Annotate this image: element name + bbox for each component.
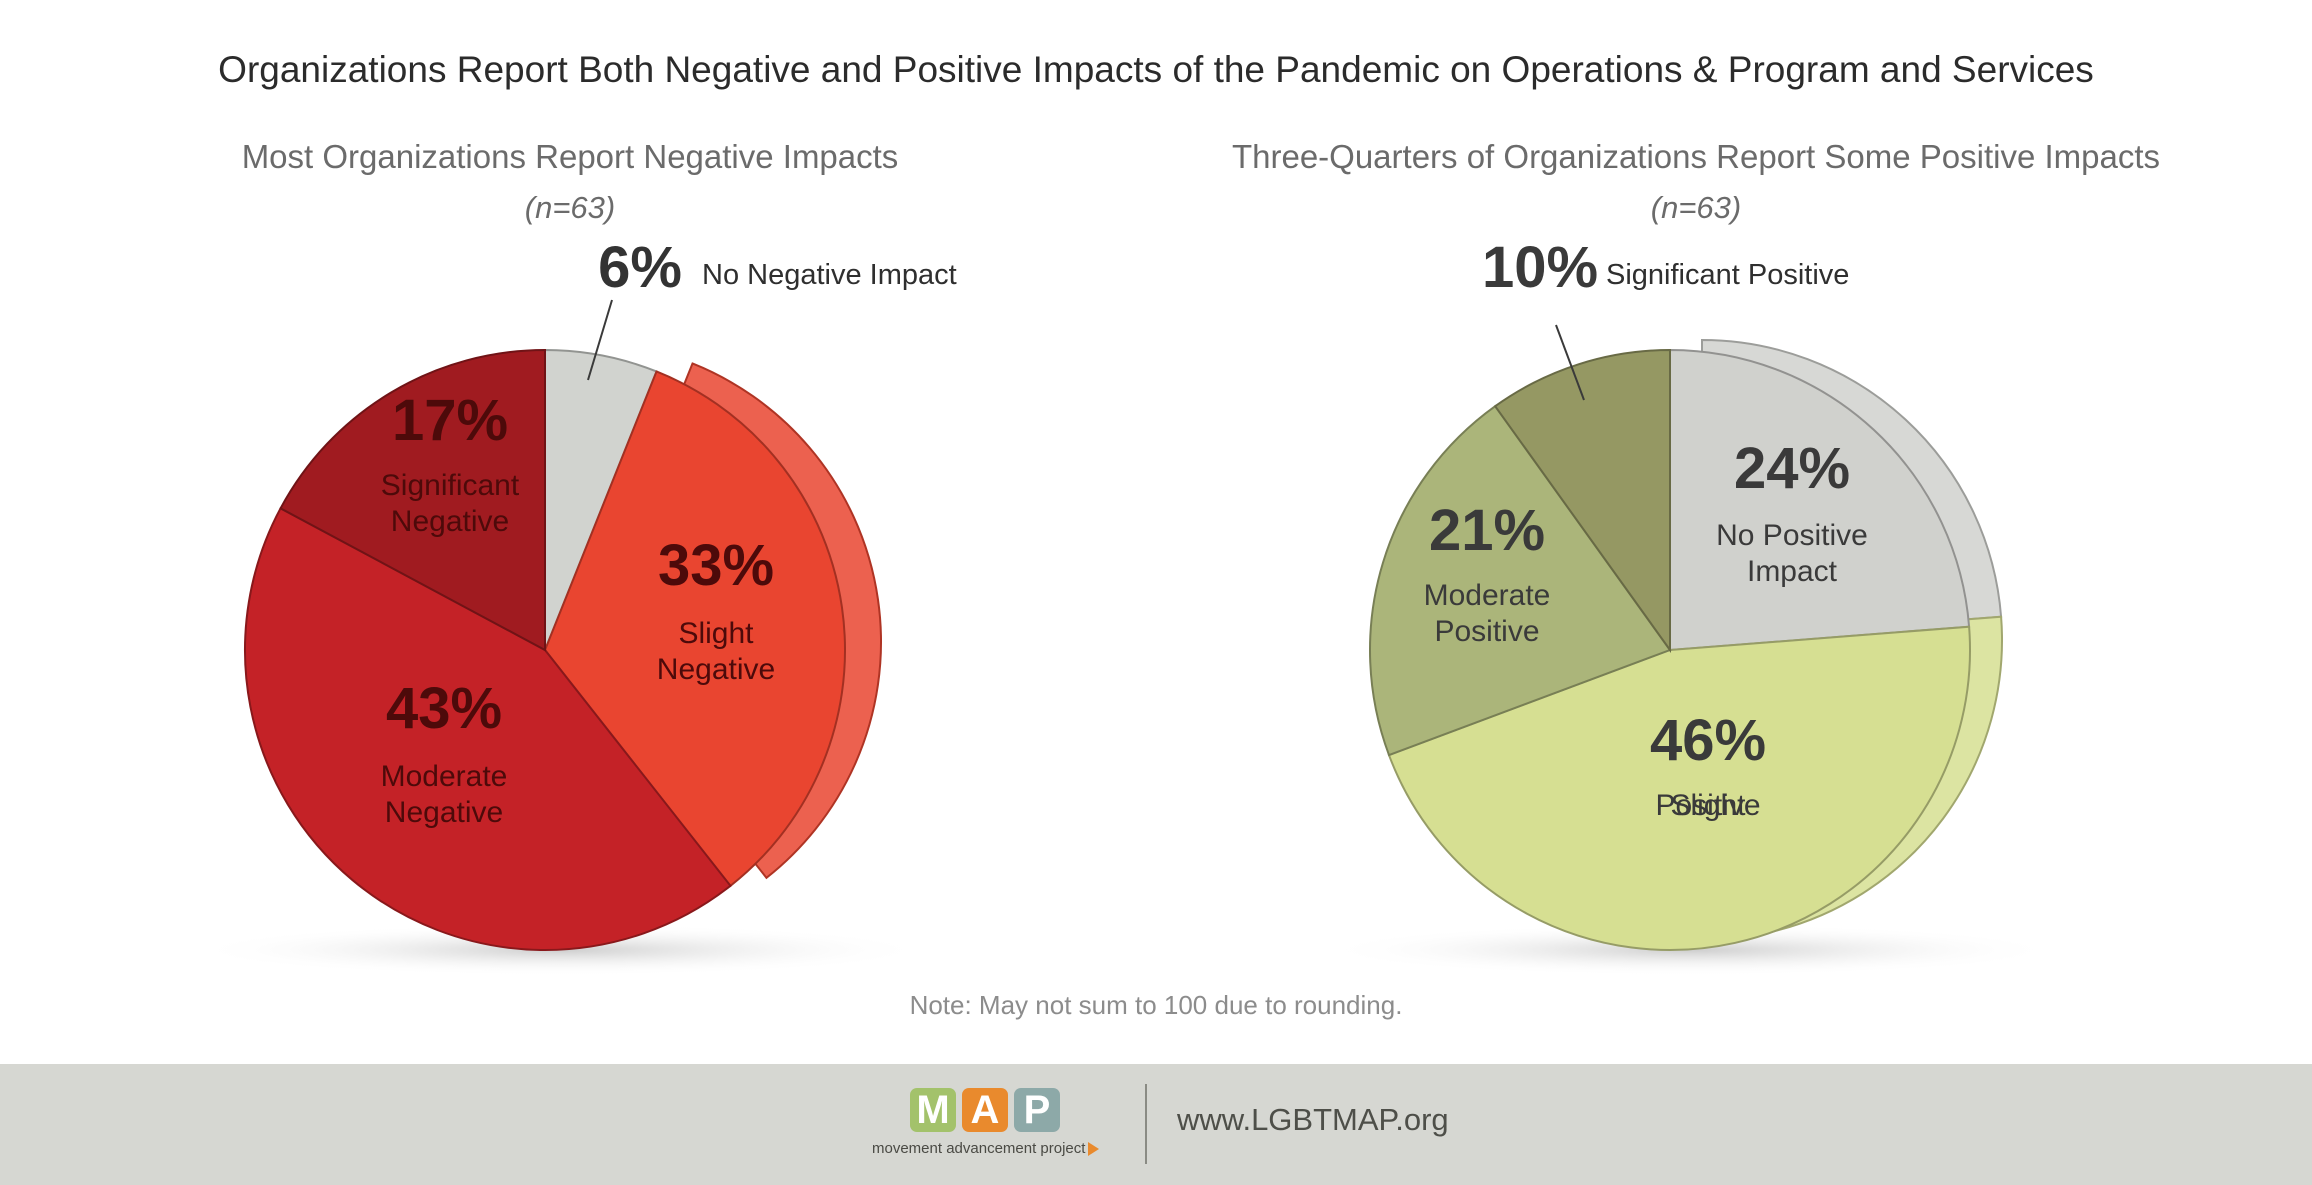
- chart-canvas: Organizations Report Both Negative and P…: [190, 49, 2160, 1020]
- value-label-no-positive-impact: 24%: [1734, 436, 1850, 501]
- logo-letter-m: M: [910, 1088, 956, 1132]
- footer-divider: [1145, 1084, 1147, 1164]
- slice-label-slight-negative: Slight: [678, 617, 754, 650]
- slice-label-slight-positive: Positive: [1655, 789, 1760, 822]
- slice-label-moderate-positive: Positive: [1434, 615, 1539, 648]
- callout-leader-line: [1555, 324, 1585, 401]
- pie-slice-moderate-positive[interactable]: [1369, 404, 1672, 757]
- footer-bar: [0, 1064, 2312, 1185]
- positive-impacts-chart: Three-Quarters of Organizations Report S…: [1232, 138, 2160, 976]
- slice-label-significant-negative: Negative: [391, 505, 509, 538]
- value-label-moderate-negative: 43%: [386, 676, 502, 741]
- logo-subtitle: movement advancement project: [872, 1140, 1100, 1157]
- play-triangle-icon: [1088, 1142, 1100, 1156]
- map-logo[interactable]: M A P movement advancement project: [870, 1088, 1130, 1162]
- slice-label-no-negative-impact: No Negative Impact: [702, 259, 957, 291]
- slice-label-moderate-positive: Moderate: [1424, 579, 1551, 612]
- slice-label-slight-negative: Negative: [657, 653, 775, 686]
- slice-label-moderate-negative: Negative: [385, 796, 503, 829]
- slice-label-significant-positive: Significant Positive: [1606, 259, 1849, 291]
- main-title: Organizations Report Both Negative and P…: [218, 49, 2094, 90]
- slice-label-no-positive-impact: No Positive: [1716, 519, 1868, 552]
- pie-slice-moderate-negative[interactable]: [244, 506, 732, 951]
- logo-letter-a: A: [962, 1088, 1008, 1132]
- value-label-significant-negative: 17%: [392, 388, 508, 453]
- callout-leader-line: [587, 299, 613, 381]
- slice-label-moderate-negative: Moderate: [381, 760, 508, 793]
- pie-slice-slight-positive[interactable]: [1387, 625, 1971, 951]
- slice-label-slight-positive: Slight: [1670, 789, 1746, 822]
- chart-subtitle-positive: (n=63): [1651, 190, 1741, 225]
- pie-slice-significant-negative[interactable]: [279, 348, 546, 652]
- chart-title-negative: Most Organizations Report Negative Impac…: [242, 138, 899, 175]
- value-label-significant-positive: 10%: [1482, 235, 1598, 300]
- pie-slice-significant-positive[interactable]: [1493, 348, 1671, 654]
- value-label-slight-negative: 33%: [658, 533, 774, 598]
- pie-slice-no-positive-impact[interactable]: [1669, 348, 1971, 652]
- pie-slice-slight-negative[interactable]: [543, 370, 846, 888]
- logo-letter-p: P: [1014, 1088, 1060, 1132]
- value-label-moderate-positive: 21%: [1429, 498, 1545, 563]
- value-label-no-negative-impact: 6%: [598, 235, 682, 300]
- slice-label-significant-negative: Significant: [381, 469, 520, 502]
- slice-label-no-positive-impact: Impact: [1747, 555, 1838, 588]
- website-link[interactable]: www.LGBTMAP.org: [1177, 1102, 1449, 1137]
- value-label-slight-positive: 46%: [1650, 708, 1766, 773]
- note-text: Note: May not sum to 100 due to rounding…: [910, 990, 1403, 1020]
- chart-title-positive: Three-Quarters of Organizations Report S…: [1232, 138, 2160, 175]
- chart-subtitle-negative: (n=63): [525, 190, 615, 225]
- negative-impacts-chart: Most Organizations Report Negative Impac…: [190, 138, 957, 976]
